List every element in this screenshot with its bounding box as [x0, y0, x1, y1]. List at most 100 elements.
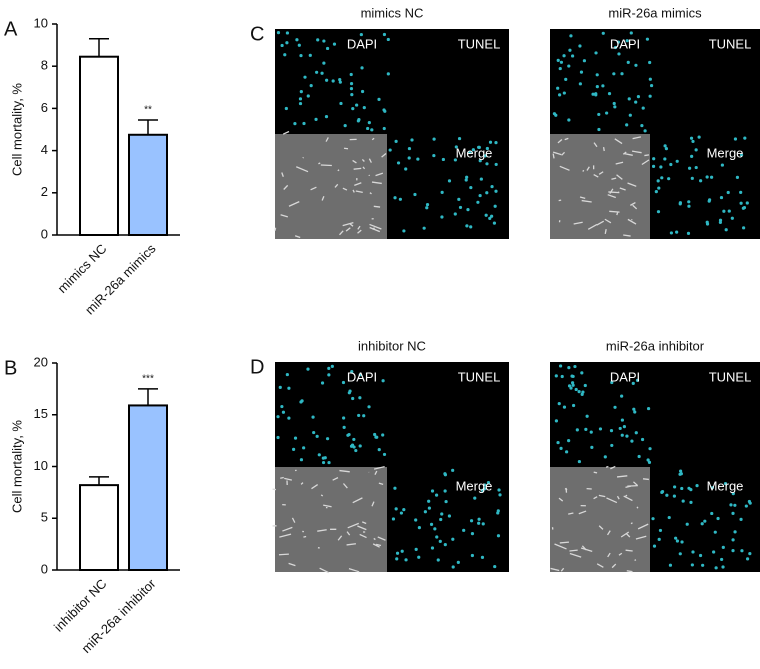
nucleus: [627, 97, 631, 101]
nucleus: [490, 184, 494, 189]
nucleus: [559, 446, 563, 450]
cell: [377, 536, 386, 541]
y-tick-label: 15: [34, 406, 48, 421]
nucleus: [675, 159, 679, 163]
nucleus: [698, 553, 703, 558]
nucleus: [669, 162, 673, 167]
nucleus: [687, 200, 691, 204]
cell: [361, 158, 365, 162]
cell: [282, 130, 290, 135]
cell: [375, 543, 382, 547]
nucleus: [476, 200, 480, 204]
nucleus: [382, 108, 386, 112]
nucleus: [571, 383, 575, 387]
nucleus: [735, 175, 740, 179]
nucleus: [359, 32, 363, 37]
nucleus: [612, 72, 616, 76]
nucleus: [377, 448, 381, 452]
nucleus: [567, 366, 571, 370]
nucleus: [362, 414, 366, 418]
nucleus: [276, 31, 281, 35]
nucleus: [443, 543, 447, 547]
nucleus: [407, 156, 411, 160]
nucleus: [691, 139, 695, 144]
nucleus: [687, 204, 691, 208]
nucleus: [462, 528, 466, 532]
nucleus: [635, 378, 640, 382]
cell: [616, 212, 619, 216]
nucleus: [648, 94, 652, 98]
nucleus: [465, 175, 469, 179]
nucleus: [625, 39, 629, 43]
nucleus: [556, 440, 560, 445]
nucleus: [556, 86, 560, 90]
nucleus: [444, 499, 448, 504]
image-label: Merge: [456, 145, 493, 160]
cell: [281, 172, 284, 177]
nucleus: [648, 60, 652, 65]
nucleus: [481, 522, 485, 526]
nucleus: [620, 394, 624, 398]
nucleus: [558, 66, 562, 71]
nucleus: [646, 458, 650, 462]
cell: [359, 533, 367, 539]
nucleus: [298, 101, 303, 106]
nucleus: [358, 444, 362, 448]
nucleus: [284, 106, 288, 111]
nucleus: [556, 58, 560, 62]
nucleus: [573, 364, 577, 369]
cell: [348, 567, 360, 573]
nucleus: [414, 547, 418, 551]
nucleus: [332, 42, 337, 46]
nucleus: [339, 101, 343, 106]
nucleus: [569, 386, 573, 390]
cell: [596, 220, 605, 226]
nucleus: [447, 514, 452, 518]
image-label: TUNEL: [458, 369, 501, 384]
nucleus: [394, 139, 398, 143]
nucleus: [680, 540, 684, 544]
nucleus: [357, 117, 361, 122]
nucleus: [382, 32, 387, 37]
cell: [278, 553, 289, 556]
nucleus: [646, 406, 651, 411]
nucleus: [325, 46, 330, 51]
nucleus: [471, 148, 475, 152]
image-label: Merge: [707, 478, 744, 493]
cell: [345, 227, 351, 232]
nucleus: [719, 195, 724, 200]
nucleus: [338, 77, 342, 82]
nucleus: [720, 163, 724, 167]
nucleus: [350, 370, 354, 374]
nucleus: [358, 373, 362, 377]
nucleus: [287, 416, 291, 420]
cell: [374, 470, 378, 475]
nucleus: [321, 460, 326, 465]
nucleus: [417, 526, 421, 530]
nucleus: [705, 175, 709, 179]
cell: [598, 525, 604, 530]
cell: [618, 552, 623, 556]
nucleus: [285, 41, 289, 45]
nucleus: [567, 118, 571, 122]
nucleus: [647, 460, 652, 464]
nucleus: [280, 43, 284, 48]
nucleus: [276, 435, 280, 440]
nucleus: [612, 101, 616, 106]
nucleus: [690, 154, 694, 158]
nucleus: [727, 209, 731, 213]
nucleus: [435, 535, 439, 539]
nucleus: [730, 216, 734, 220]
nucleus: [465, 224, 469, 228]
nucleus: [664, 146, 669, 151]
nucleus: [342, 425, 346, 429]
nucleus: [712, 550, 716, 554]
nucleus: [649, 83, 654, 88]
cell: [369, 192, 372, 195]
nucleus: [427, 506, 431, 510]
cell: [598, 171, 604, 175]
nucleus: [303, 75, 307, 79]
cell: [580, 547, 593, 553]
cell: [372, 543, 380, 548]
